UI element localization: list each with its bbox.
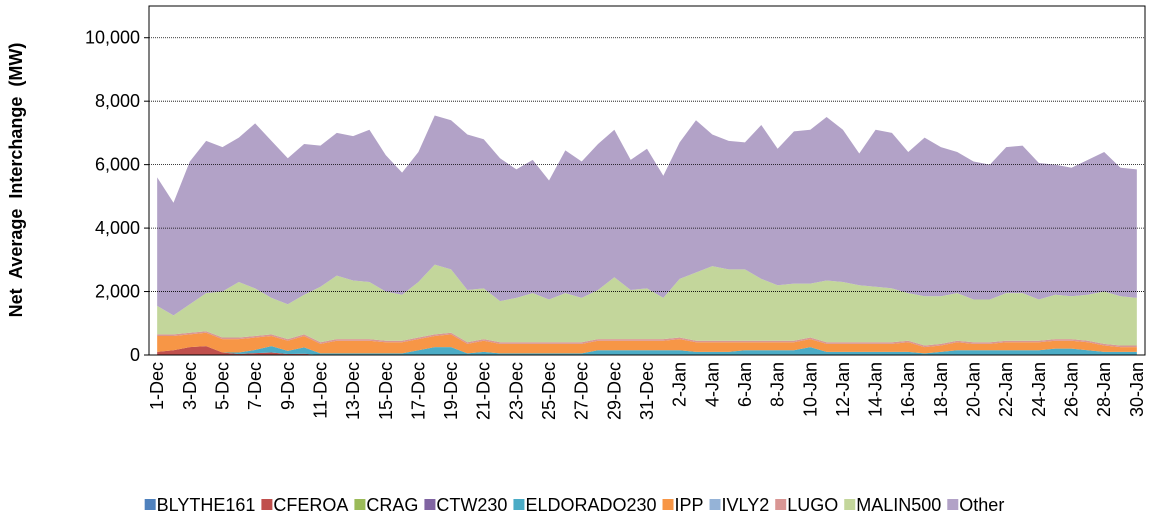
x-tick-label: 26-Jan (1062, 362, 1082, 417)
x-tick-label: 1-Dec (147, 362, 167, 410)
x-tick-label: 3-Dec (180, 362, 200, 410)
legend-label: BLYTHE161 (157, 495, 256, 515)
legend-label: ELDORADO230 (525, 495, 656, 515)
x-tick-label: 6-Jan (735, 362, 755, 407)
x-tick-label: 31-Dec (637, 362, 657, 420)
x-tick-label: 30-Jan (1127, 362, 1147, 417)
x-tick-label: 24-Jan (1029, 362, 1049, 417)
legend-swatch (144, 499, 156, 510)
x-tick-label: 16-Jan (898, 362, 918, 417)
area (157, 346, 1137, 355)
area (157, 264, 1137, 346)
legend-label: CRAG (366, 495, 418, 515)
x-tick-label: 27-Dec (572, 362, 592, 420)
y-tick-label: 6,000 (95, 155, 140, 175)
x-tick-label: 28-Jan (1094, 362, 1114, 417)
plot-border (148, 5, 1146, 356)
x-tick-label: 29-Dec (604, 362, 624, 420)
legend-swatch (354, 499, 366, 510)
x-tick-label: 20-Jan (964, 362, 984, 417)
x-tick-label: 18-Jan (931, 362, 951, 417)
x-tick-label: 15-Dec (376, 362, 396, 420)
legend-label: IPP (675, 495, 704, 515)
legend-label: LUGO (787, 495, 838, 515)
x-tick-label: 5-Dec (212, 362, 232, 410)
legend-label: CFEROA (273, 495, 348, 515)
area (157, 346, 1137, 355)
legend-swatch (261, 499, 273, 510)
legend-label: CTW230 (436, 495, 507, 515)
x-tick-label: 21-Dec (474, 362, 494, 420)
legend: BLYTHE161 CFEROA CRAG CTW230 ELDORADO230 IPP I… (144, 495, 1004, 515)
legend-swatch (844, 499, 856, 510)
y-axis-label: Net Average Interchange (MW) (6, 43, 26, 318)
x-tick-label: 11-Dec (310, 362, 330, 419)
y-tick-label: 4,000 (95, 218, 140, 238)
legend-swatch (947, 499, 959, 510)
legend-swatch (424, 499, 436, 510)
x-tick-label: 22-Jan (996, 362, 1016, 417)
x-tick-label: 25-Dec (539, 362, 559, 420)
x-tick-label: 19-Dec (441, 362, 461, 420)
x-tick-label: 17-Dec (408, 362, 428, 420)
legend-label: Other (959, 495, 1004, 515)
x-tick-label: 2-Jan (670, 362, 690, 407)
x-tick-label: 13-Dec (343, 362, 363, 420)
area (157, 115, 1137, 316)
legend-label: MALIN500 (856, 495, 941, 515)
x-tick-label: 4-Jan (702, 362, 722, 407)
x-tick-label: 7-Dec (245, 362, 265, 410)
x-tick-label: 12-Jan (833, 362, 853, 417)
x-tick-label: 8-Jan (768, 362, 788, 407)
legend-label: IVLY2 (722, 495, 770, 515)
y-tick-label: 8,000 (95, 91, 140, 111)
legend-swatch (662, 499, 674, 510)
legend-swatch (775, 499, 787, 510)
y-tick-label: 2,000 (95, 282, 140, 302)
x-tick-label: 23-Dec (506, 362, 526, 420)
legend-swatch (709, 499, 721, 510)
x-tick-label: 9-Dec (278, 362, 298, 410)
area (157, 332, 1137, 354)
x-tick-label: 14-Jan (866, 362, 886, 417)
x-tick-label: 10-Jan (800, 362, 820, 417)
y-tick-label: 0 (130, 345, 140, 365)
y-tick-label: 10,000 (85, 28, 140, 48)
legend-swatch (513, 499, 525, 510)
